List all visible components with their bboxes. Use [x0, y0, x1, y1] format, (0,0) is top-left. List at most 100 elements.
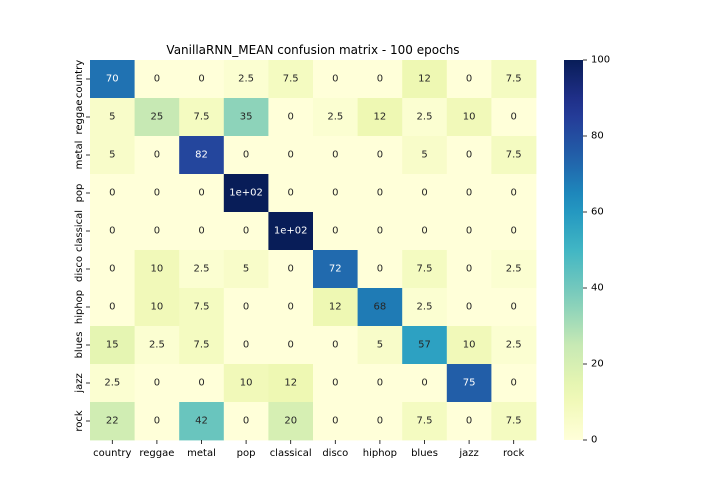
cell-annotation: 2.5 — [506, 340, 522, 351]
heatmap-cell-country-disco — [313, 60, 358, 99]
heatmap-cell-country-jazz — [446, 60, 492, 99]
y-tick-label: country — [74, 60, 85, 98]
cell-annotation: 22 — [106, 416, 119, 427]
heatmap-cell-rock-metal — [179, 402, 225, 441]
cell-annotation: 0 — [288, 340, 294, 351]
cell-annotation: 0 — [377, 264, 383, 275]
cell-annotation: 0 — [332, 226, 338, 237]
heatmap-cell-classical-jazz — [446, 212, 492, 251]
heatmap: 70 0 0 2.5 7.5 0 0 12 0 7.5 5 25 7.5 35 0 2.5 12 2.5 10 0 5 0… — [90, 60, 537, 441]
cell-annotation: 0 — [198, 74, 204, 85]
heatmap-cell-rock-blues — [402, 402, 448, 441]
cell-annotation: 0 — [288, 264, 294, 275]
heatmap-cell-hiphop-hiphop — [357, 288, 403, 327]
heatmap-cell-country-pop — [223, 60, 269, 99]
cell-annotation: 0 — [466, 150, 472, 161]
heatmap-cell-classical-reggae — [134, 212, 180, 251]
cell-annotation: 75 — [463, 378, 476, 389]
cell-annotation: 0 — [511, 188, 517, 199]
cell-annotation: 0 — [288, 302, 294, 313]
heatmap-cell-disco-hiphop — [357, 250, 403, 289]
heatmap-cell-jazz-rock — [491, 364, 537, 403]
cell-annotation: 2.5 — [238, 74, 254, 85]
cell-annotation: 35 — [240, 112, 253, 123]
cell-annotation: 0 — [466, 264, 472, 275]
heatmap-cell-blues-classical — [268, 326, 314, 365]
cell-annotation: 1e+02 — [229, 188, 263, 199]
heatmap-cell-disco-disco — [313, 250, 358, 289]
x-tick-label: country — [93, 448, 131, 459]
cell-annotation: 0 — [377, 188, 383, 199]
heatmap-cell-pop-reggae — [134, 174, 180, 213]
heatmap-cell-country-hiphop — [357, 60, 403, 99]
y-tick-label: reggae — [74, 99, 85, 134]
cell-annotation: 2.5 — [506, 264, 522, 275]
heatmap-cell-jazz-classical — [268, 364, 314, 403]
heatmap-cell-rock-pop — [223, 402, 269, 441]
heatmap-cell-disco-reggae — [134, 250, 180, 289]
heatmap-cell-jazz-jazz — [446, 364, 492, 403]
heatmap-cell-pop-pop — [223, 174, 269, 213]
heatmap-cell-jazz-metal — [179, 364, 225, 403]
x-tick-label: jazz — [458, 448, 478, 459]
heatmap-cell-metal-rock — [491, 136, 537, 175]
heatmap-cell-blues-rock — [491, 326, 537, 365]
heatmap-cell-classical-hiphop — [357, 212, 403, 251]
heatmap-cell-pop-classical — [268, 174, 314, 213]
cell-annotation: 10 — [463, 340, 476, 351]
heatmap-cell-rock-classical — [268, 402, 314, 441]
cell-annotation: 0 — [109, 188, 115, 199]
heatmap-cell-blues-pop — [223, 326, 269, 365]
cell-annotation: 0 — [243, 302, 249, 313]
y-tick-label: disco — [74, 256, 85, 282]
heatmap-cell-pop-jazz — [446, 174, 492, 213]
heatmap-cell-blues-country — [90, 326, 135, 365]
x-tick-labels: country reggae metal pop classical disco hipho… — [93, 440, 525, 459]
cell-annotation: 2.5 — [417, 302, 433, 313]
heatmap-cell-hiphop-metal — [179, 288, 225, 327]
y-tick-label: metal — [74, 141, 85, 170]
heatmap-cell-metal-hiphop — [357, 136, 403, 175]
heatmap-cell-pop-country — [90, 174, 135, 213]
y-tick-label: blues — [74, 332, 85, 359]
cell-annotation: 0 — [377, 416, 383, 427]
y-tick-label: hiphop — [74, 290, 85, 324]
cell-annotation: 0 — [243, 226, 249, 237]
heatmap-cell-disco-country — [90, 250, 135, 289]
x-tick-label: pop — [237, 448, 256, 459]
heatmap-cell-rock-reggae — [134, 402, 180, 441]
cell-annotation: 0 — [332, 378, 338, 389]
cell-annotation: 0 — [109, 302, 115, 313]
cell-annotation: 0 — [332, 150, 338, 161]
heatmap-cell-blues-metal — [179, 326, 225, 365]
heatmap-cell-reggae-rock — [491, 98, 537, 137]
colorbar-gradient — [564, 60, 583, 440]
heatmap-cell-rock-country — [90, 402, 135, 441]
cell-annotation: 0 — [332, 188, 338, 199]
heatmap-cell-jazz-hiphop — [357, 364, 403, 403]
cell-annotation: 15 — [106, 340, 119, 351]
cell-annotation: 0 — [109, 226, 115, 237]
cell-annotation: 0 — [154, 416, 160, 427]
x-tick-label: blues — [411, 448, 438, 459]
heatmap-cell-jazz-reggae — [134, 364, 180, 403]
heatmap-cell-classical-rock — [491, 212, 537, 251]
cell-annotation: 0 — [377, 378, 383, 389]
cell-annotation: 0 — [243, 416, 249, 427]
heatmap-cell-rock-jazz — [446, 402, 492, 441]
cell-annotation: 7.5 — [417, 416, 433, 427]
heatmap-cell-disco-jazz — [446, 250, 492, 289]
cell-annotation: 12 — [374, 112, 387, 123]
heatmap-cell-blues-jazz — [446, 326, 492, 365]
heatmap-cell-hiphop-reggae — [134, 288, 180, 327]
heatmap-cell-pop-disco — [313, 174, 358, 213]
heatmap-cell-reggae-classical — [268, 98, 314, 137]
heatmap-cell-hiphop-disco — [313, 288, 358, 327]
cell-annotation: 2.5 — [194, 264, 210, 275]
cell-annotation: 0 — [154, 74, 160, 85]
cell-annotation: 42 — [195, 416, 208, 427]
cell-annotation: 0 — [466, 74, 472, 85]
cell-annotation: 0 — [243, 340, 249, 351]
cell-annotation: 10 — [151, 302, 164, 313]
cell-annotation: 7.5 — [506, 416, 522, 427]
